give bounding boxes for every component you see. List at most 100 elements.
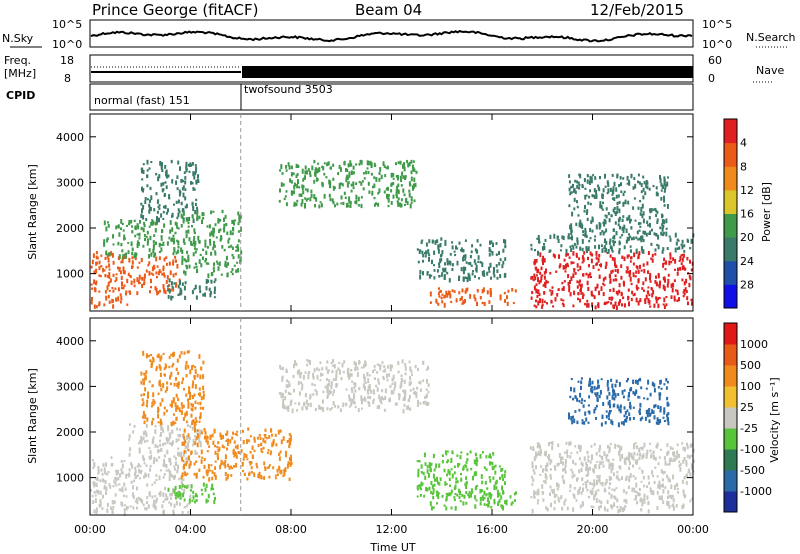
echo-cell	[404, 389, 407, 395]
echo-cell	[613, 181, 616, 187]
echo-cell	[205, 498, 208, 504]
echo-cell	[626, 175, 629, 181]
echo-cell	[602, 402, 605, 406]
echo-cell	[642, 239, 645, 243]
echo-cell	[598, 244, 600, 250]
echo-cell	[238, 451, 240, 455]
echo-cell	[483, 503, 486, 506]
echo-cell	[485, 493, 488, 497]
echo-cell	[280, 469, 283, 475]
echo-cell	[533, 304, 536, 307]
echo-cell	[657, 234, 660, 240]
echo-cell	[195, 419, 198, 423]
echo-cell	[620, 275, 623, 280]
echo-cell	[231, 268, 234, 271]
echo-cell	[161, 272, 164, 276]
echo-cell	[194, 417, 197, 420]
echo-cell	[305, 198, 308, 202]
echo-cell	[367, 392, 370, 395]
echo-cell	[570, 228, 573, 232]
echo-cell	[608, 450, 611, 454]
echo-cell	[298, 193, 301, 197]
echo-cell	[162, 352, 165, 355]
echo-cell	[642, 211, 645, 216]
echo-cell	[202, 385, 205, 391]
echo-cell	[178, 193, 181, 197]
echo-cell	[368, 387, 371, 392]
echo-cell	[622, 192, 625, 197]
echo-cell	[180, 213, 183, 218]
echo-cell	[614, 212, 617, 216]
echo-cell	[686, 444, 689, 450]
echo-cell	[633, 498, 636, 501]
echo-cell	[377, 378, 380, 383]
colorbar-swatch	[724, 142, 737, 167]
echo-cell	[179, 280, 181, 285]
echo-cell	[165, 169, 168, 175]
echo-cell	[97, 470, 100, 474]
echo-cell	[338, 361, 341, 364]
echo-cell	[572, 493, 575, 497]
echo-cell	[378, 382, 381, 385]
echo-cell	[595, 251, 598, 256]
echo-cell	[304, 197, 307, 200]
echo-cell	[544, 283, 547, 288]
echo-cell	[282, 474, 285, 478]
echo-cell	[678, 260, 681, 262]
echo-cell	[151, 266, 154, 272]
echo-cell	[479, 488, 482, 494]
echo-cell	[513, 492, 516, 496]
echo-cell	[140, 393, 143, 397]
echo-cell	[230, 271, 233, 273]
echo-cell	[446, 271, 449, 275]
echo-cell	[654, 280, 657, 284]
echo-cell	[91, 259, 94, 265]
echo-cell	[284, 195, 287, 198]
echo-cell	[666, 176, 669, 179]
echo-cell	[438, 463, 441, 468]
echo-cell	[198, 436, 201, 440]
echo-cell	[142, 436, 145, 441]
echo-cell	[631, 487, 634, 493]
echo-cell	[560, 460, 563, 464]
x-tick-label: 16:00	[476, 523, 508, 536]
echo-cell	[572, 415, 575, 418]
echo-cell	[367, 181, 370, 186]
echo-cell	[598, 188, 601, 192]
echo-cell	[148, 203, 151, 208]
echo-cell	[114, 493, 117, 497]
echo-cell	[212, 440, 215, 445]
echo-cell	[570, 416, 573, 421]
echo-cell	[604, 238, 606, 243]
echo-cell	[386, 193, 388, 199]
echo-cell	[220, 462, 223, 466]
colorbar-tick-label: 100	[740, 380, 761, 393]
echo-cell	[612, 278, 615, 282]
echo-cell	[189, 369, 192, 375]
echo-cell	[666, 463, 669, 466]
echo-cell	[402, 164, 404, 169]
echo-cell	[105, 265, 108, 269]
echo-cell	[204, 242, 207, 248]
echo-cell	[314, 167, 317, 171]
echo-cell	[436, 476, 438, 482]
echo-cell	[187, 502, 190, 506]
echo-cell	[92, 253, 95, 258]
echo-cell	[194, 231, 196, 235]
echo-cell	[357, 196, 360, 202]
echo-cell	[314, 407, 317, 412]
echo-cell	[481, 301, 484, 305]
echo-cell	[253, 436, 256, 441]
echo-cell	[233, 440, 236, 444]
echo-cell	[284, 389, 287, 393]
echo-cell	[579, 219, 582, 224]
echo-cell	[392, 374, 395, 380]
echo-cell	[182, 211, 185, 216]
echo-cell	[290, 172, 293, 177]
echo-cell	[571, 235, 573, 241]
nsky-tick-bottom: 10^0	[52, 38, 82, 51]
echo-cell	[535, 288, 538, 294]
echo-cell	[140, 498, 142, 502]
echo-cell	[141, 208, 143, 214]
